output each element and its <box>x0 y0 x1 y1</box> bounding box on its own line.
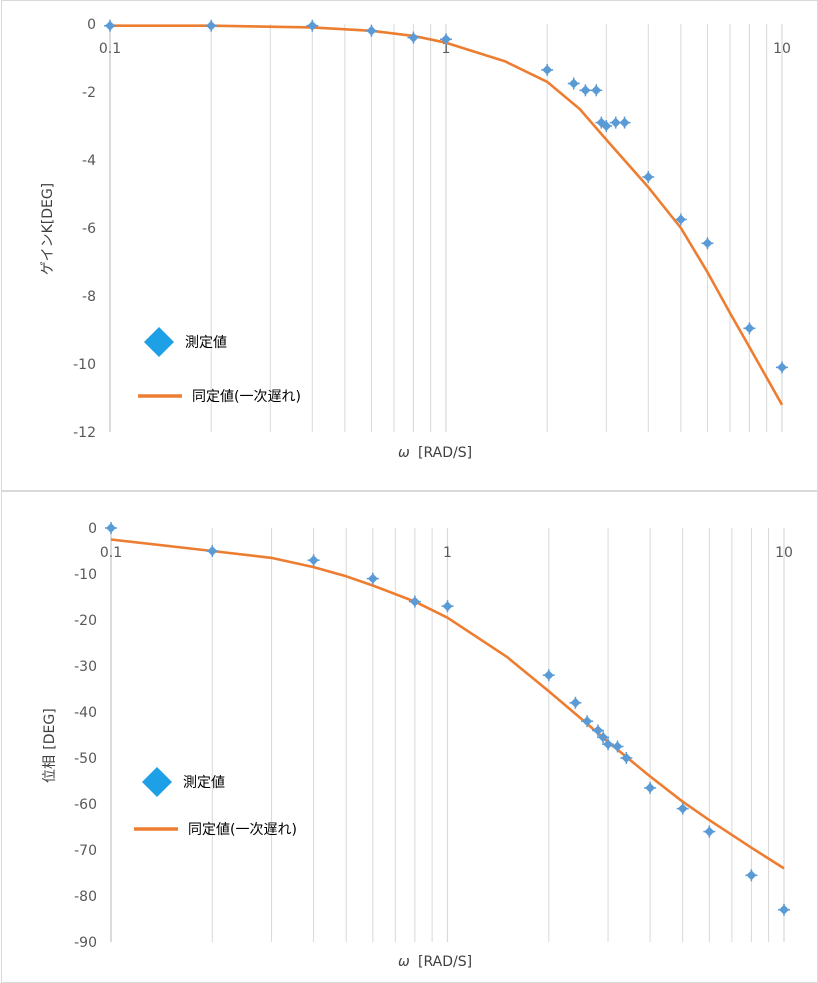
measured-point <box>611 740 624 753</box>
y-tick-label: -6 <box>82 221 96 237</box>
gain-chart: 0.1 1 10 0 -2 -4 -6 -8 -10 -12 測定値 同定値(一次遅れ) ω [… <box>40 17 791 461</box>
identified-curve <box>110 24 784 406</box>
legend-label-identified: 同定値(一次遅れ) <box>188 822 297 838</box>
x-tick-label: 10 <box>773 41 791 57</box>
identified-curve <box>110 538 785 870</box>
y-tick-label: -4 <box>82 153 96 169</box>
legend-marker-measured <box>144 327 174 357</box>
x-tick-label: 1 <box>442 41 451 57</box>
measured-point <box>618 116 631 129</box>
y-tick-label: -2 <box>82 85 96 101</box>
y-tick-label: -8 <box>82 289 96 305</box>
measured-point <box>366 572 379 585</box>
measured-point <box>105 522 117 534</box>
x-axis-title-unit: [RAD/S] <box>418 954 472 970</box>
measured-point <box>674 213 687 226</box>
measured-point <box>778 903 790 916</box>
measured-point <box>600 120 613 132</box>
measured-point <box>597 731 610 744</box>
measured-point <box>365 24 378 37</box>
legend-label-identified: 同定値(一次遅れ) <box>192 389 301 405</box>
measured-point <box>581 715 594 728</box>
measured-point <box>676 802 689 815</box>
y-axis-title: ゲインK[DEG] <box>40 183 56 275</box>
measured-point <box>745 869 758 882</box>
y-axis-title-main: 位相 <box>42 755 58 783</box>
y-tick-label: 0 <box>88 521 97 537</box>
x-tick-label: 10 <box>775 545 793 561</box>
legend-marker-measured <box>142 767 172 797</box>
measured-point <box>567 77 580 90</box>
measured-point <box>441 600 454 613</box>
measured-point <box>642 171 655 183</box>
y-axis-title-unit: [DEG] <box>42 708 58 749</box>
measured-point <box>440 33 452 46</box>
gain-chart-panel: 0.1 1 10 0 -2 -4 -6 -8 -10 -12 測定値 同定値(一次遅れ) ω [… <box>1 0 818 491</box>
measured-point <box>104 19 116 32</box>
x-tick-label: 1 <box>443 545 452 561</box>
measured-point <box>205 19 218 32</box>
legend-label-measured: 測定値 <box>183 775 225 791</box>
x-tick-label: 0.1 <box>99 41 121 57</box>
measured-point <box>743 322 756 335</box>
x-tick-label: 0.1 <box>100 545 122 561</box>
measured-point <box>620 752 633 764</box>
measured-point <box>306 19 319 32</box>
x-axis-title-omega: ω <box>398 954 410 970</box>
measured-point <box>591 724 604 737</box>
measured-point <box>644 781 657 794</box>
measured-point <box>703 825 716 838</box>
y-tick-label: -90 <box>74 935 97 951</box>
y-tick-label: -10 <box>74 567 97 583</box>
measured-point <box>206 545 219 557</box>
measured-point <box>408 595 421 608</box>
phase-chart-panel: 0.1 1 10 0 -10 -20 -30 -40 -50 -60 -70 -80 -90 測定値 … <box>1 491 818 983</box>
measured-point <box>776 361 788 374</box>
measured-point <box>701 237 714 250</box>
y-tick-label: -40 <box>74 705 97 721</box>
measured-point <box>569 696 582 709</box>
y-tick-label: -20 <box>74 613 97 629</box>
measured-point <box>590 84 603 97</box>
y-tick-label: -30 <box>74 659 97 675</box>
measured-point <box>407 31 420 44</box>
measured-point <box>602 738 615 751</box>
y-tick-label: -80 <box>74 889 97 905</box>
y-tick-label: 0 <box>87 17 96 33</box>
y-tick-label: -60 <box>74 797 97 813</box>
x-axis-title-unit: [RAD/S] <box>418 445 472 461</box>
phase-chart: 0.1 1 10 0-10-20-30-40-50-60-70-80-90 測定値 … <box>42 521 793 970</box>
measured-point <box>307 554 320 567</box>
measured-point <box>541 63 554 76</box>
y-tick-label: -50 <box>74 751 97 767</box>
legend-label-measured: 測定値 <box>185 335 227 351</box>
y-tick-label: -12 <box>73 425 96 441</box>
measured-point <box>579 84 592 97</box>
measured-point <box>542 669 555 682</box>
y-tick-label: -10 <box>73 357 96 373</box>
y-tick-label: -70 <box>74 843 97 859</box>
x-axis-title-omega: ω <box>398 445 410 461</box>
